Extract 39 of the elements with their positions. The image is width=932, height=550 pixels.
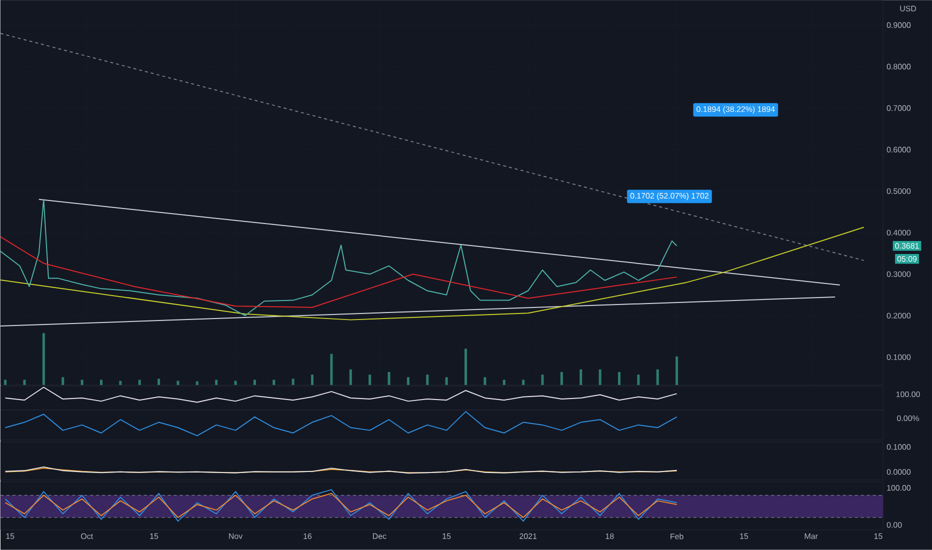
bar: [464, 348, 467, 386]
bar: [560, 372, 563, 386]
bar: [23, 380, 26, 386]
bar: [598, 369, 602, 386]
bar: [426, 374, 429, 386]
bar: [158, 378, 160, 386]
bar: [541, 374, 544, 386]
bar: [272, 380, 276, 386]
bar: [522, 380, 525, 386]
bar: [502, 380, 506, 386]
bar: [445, 377, 448, 386]
line-series: [0, 198, 678, 316]
bar: [349, 369, 352, 386]
bar: [580, 369, 582, 386]
bar: [311, 374, 314, 386]
bar: [637, 374, 640, 386]
bar: [100, 380, 102, 386]
bar: [80, 380, 84, 386]
bar: [406, 377, 410, 386]
bar: [234, 380, 237, 386]
bar: [292, 378, 294, 386]
bar: [618, 372, 620, 386]
bar: [388, 372, 390, 386]
bar: [176, 380, 180, 386]
bar: [196, 381, 198, 386]
bar: [62, 377, 64, 386]
bar: [119, 380, 122, 386]
bar: [676, 356, 678, 386]
line-series: [0, 226, 864, 320]
bar: [656, 369, 659, 386]
bar: [215, 380, 218, 386]
bar: [42, 333, 45, 386]
bar: [4, 380, 7, 386]
line-series: [0, 236, 678, 308]
bar: [138, 380, 141, 386]
bar: [368, 374, 372, 386]
bar: [484, 377, 486, 386]
bar: [253, 380, 256, 386]
bar: [330, 354, 333, 386]
